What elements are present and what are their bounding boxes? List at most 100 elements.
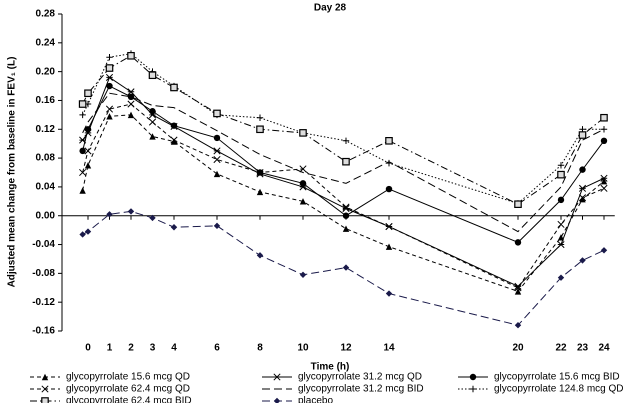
y-tick-label: 0.20 xyxy=(36,66,56,77)
series-line xyxy=(82,210,605,326)
data-point xyxy=(299,180,307,187)
data-point xyxy=(106,82,113,90)
data-point xyxy=(127,208,135,215)
x-tick-label: 2 xyxy=(128,343,134,354)
x-tick-label: 20 xyxy=(512,343,524,354)
legend-label: glycopyrrolate 31.2 mcg QD xyxy=(298,372,422,383)
data-point xyxy=(385,222,393,231)
data-point xyxy=(299,165,307,173)
data-point xyxy=(256,168,264,177)
data-point xyxy=(299,271,307,279)
series-line xyxy=(82,76,605,287)
legend-label: glycopyrrolate 62.4 mcg BID xyxy=(66,396,192,403)
y-tick-label: -0.04 xyxy=(32,239,55,250)
data-point xyxy=(148,71,157,80)
data-point xyxy=(84,228,92,235)
data-point xyxy=(127,88,135,96)
data-point xyxy=(127,51,135,60)
y-tick-label: -0.08 xyxy=(32,268,55,279)
data-point xyxy=(557,170,565,179)
data-point xyxy=(84,162,92,169)
legend-marker xyxy=(41,373,49,381)
data-point xyxy=(84,126,92,133)
data-point xyxy=(514,284,522,292)
series-line xyxy=(82,114,605,292)
data-point xyxy=(600,126,608,133)
data-point xyxy=(149,133,156,140)
data-point xyxy=(385,137,393,145)
data-point xyxy=(557,240,565,249)
data-point xyxy=(342,212,350,219)
data-point xyxy=(579,166,586,173)
data-point xyxy=(149,108,156,115)
data-point xyxy=(127,100,135,108)
data-point xyxy=(299,198,307,205)
x-tick-label: 3 xyxy=(150,343,156,354)
data-point xyxy=(514,239,522,246)
data-point xyxy=(557,234,565,241)
data-point xyxy=(213,170,221,178)
data-point xyxy=(385,185,393,193)
data-point xyxy=(149,214,156,222)
data-point xyxy=(213,155,221,164)
data-point xyxy=(78,100,87,108)
data-point xyxy=(256,125,264,134)
y-tick-label: 0.12 xyxy=(36,124,56,135)
data-point xyxy=(148,118,157,126)
data-point xyxy=(342,264,350,271)
data-point xyxy=(84,147,92,155)
legend-marker xyxy=(469,373,477,381)
data-point xyxy=(106,113,113,120)
data-point xyxy=(557,274,565,281)
data-point xyxy=(256,114,264,121)
data-point xyxy=(600,137,608,144)
series-line xyxy=(82,53,604,205)
legend-marker xyxy=(273,397,281,403)
data-point xyxy=(213,134,221,142)
data-point xyxy=(213,222,221,230)
y-tick-label: 0.24 xyxy=(36,37,56,48)
data-point xyxy=(600,174,608,182)
data-point xyxy=(385,159,393,167)
legend-marker xyxy=(41,397,49,403)
x-tick-label: 22 xyxy=(555,343,567,354)
legend-label: glycopyrrolate 15.6 mcg BID xyxy=(494,372,620,383)
data-point xyxy=(105,105,114,113)
data-point xyxy=(106,54,113,61)
x-tick-label: 8 xyxy=(257,343,263,354)
data-point xyxy=(600,177,608,185)
data-point xyxy=(170,138,178,145)
legend-marker xyxy=(273,373,281,381)
legend-label: glycopyrrolate 62.4 mcg QD xyxy=(66,384,190,395)
y-tick-label: 0.16 xyxy=(36,95,56,106)
x-tick-label: 6 xyxy=(214,343,220,354)
data-point xyxy=(514,200,522,209)
y-tick-label: -0.12 xyxy=(32,297,55,308)
x-tick-label: 4 xyxy=(171,343,177,354)
x-tick-label: 0 xyxy=(85,343,91,354)
data-point xyxy=(385,243,393,250)
data-point xyxy=(127,111,135,119)
data-point xyxy=(213,109,221,118)
data-point xyxy=(342,204,350,213)
x-tick-label: 23 xyxy=(577,343,589,354)
data-point xyxy=(342,203,350,211)
data-point xyxy=(256,252,264,259)
data-point xyxy=(514,288,522,295)
series-line xyxy=(82,92,605,233)
data-point xyxy=(79,147,86,155)
y-tick-label: -0.16 xyxy=(32,326,55,337)
data-point xyxy=(106,211,113,218)
y-tick-label: 0.00 xyxy=(36,210,56,221)
data-point xyxy=(170,83,178,92)
legend-marker xyxy=(41,385,49,393)
data-point xyxy=(299,129,307,137)
series-line xyxy=(82,103,605,289)
series-line xyxy=(82,55,605,205)
y-tick-label: 0.04 xyxy=(36,182,56,193)
data-point xyxy=(342,225,350,232)
y-tick-label: 0.28 xyxy=(36,9,56,20)
legend-label: glycopyrrolate 124.8 mcg QD xyxy=(494,384,624,395)
data-point xyxy=(600,113,608,122)
